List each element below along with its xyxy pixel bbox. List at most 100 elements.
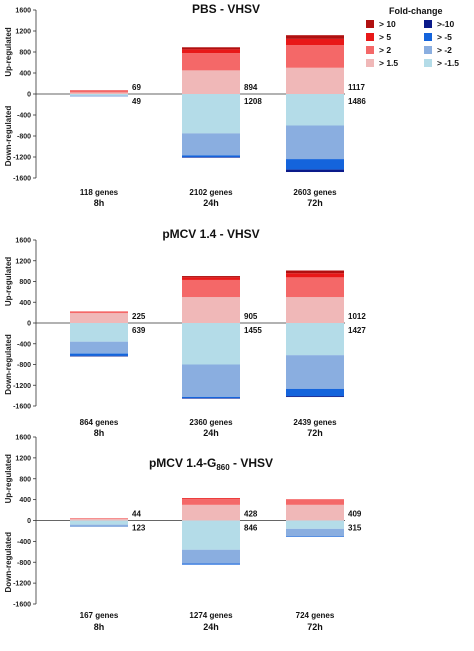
y-label-up: Up-regulated (4, 257, 13, 306)
down-total-label: 315 (348, 524, 362, 533)
chart-panel-0: PBS - VHSV 1600 1200 800 400 0 -400 -800 -1200 -1… (4, 2, 366, 208)
bar-up-segment (182, 277, 240, 280)
down-total-label: 1208 (244, 97, 262, 106)
bar-down-segment (286, 169, 344, 173)
y-tick-label: 400 (19, 71, 31, 78)
legend-swatch-down-1 (424, 33, 432, 41)
bar-down-segment (182, 364, 240, 397)
legend-swatch-up-2 (366, 46, 374, 54)
y-tick-label: -1200 (13, 383, 31, 390)
timepoint-label: 24h (203, 198, 219, 208)
down-total-label: 639 (132, 326, 146, 335)
y-label-down: Down-regulated (4, 334, 13, 395)
gene-count-label: 2102 genes (189, 188, 233, 197)
legend-label-down-2: > -2 (437, 45, 452, 55)
bar-down-segment (286, 355, 344, 389)
bar-down-segment (70, 323, 128, 342)
down-total-label: 846 (244, 524, 258, 533)
gene-count-label: 724 genes (296, 611, 335, 620)
bar-down-segment (70, 524, 128, 527)
down-total-label: 1455 (244, 326, 262, 335)
up-total-label: 44 (132, 510, 141, 519)
charts: PBS - VHSV 1600 1200 800 400 0 -400 -800 -1200 -1… (4, 2, 366, 632)
down-total-label: 1486 (348, 97, 366, 106)
timepoint-label: 8h (94, 198, 105, 208)
chart-panel-1: pMCV 1.4 - VHSV 1600 1200 800 400 0 -400 -800 -1… (4, 227, 366, 438)
legend-swatch-up-3 (366, 59, 374, 67)
gene-count-label: 1274 genes (189, 611, 233, 620)
bar-down-segment (286, 159, 344, 170)
chart-title: pMCV 1.4 - VHSV (162, 227, 259, 241)
legend-label-up-0: > 10 (379, 19, 396, 29)
bar-down-segment (182, 563, 240, 565)
chart-title-tail: - VHSV (230, 456, 273, 470)
bar-down-segment (70, 95, 128, 97)
bar-down-segment (70, 94, 128, 96)
timepoint-label: 24h (203, 622, 219, 632)
chart-title: PBS - VHSV (192, 2, 260, 16)
down-total-label: 1427 (348, 326, 366, 335)
bar-up-segment (182, 498, 240, 500)
legend-title: Fold-change (389, 6, 443, 16)
legend-label-up-1: > 5 (379, 32, 391, 42)
chart-title-main: pMCV 1.4 - VHSV (162, 227, 259, 241)
y-tick-label: 400 (19, 300, 31, 307)
bar-up-segment (182, 276, 240, 278)
bar-up-segment (70, 90, 128, 93)
y-tick-label: -400 (17, 113, 31, 120)
bar-up-segment (182, 499, 240, 505)
legend-swatch-up-1 (366, 33, 374, 41)
y-tick-label: -1600 (13, 602, 31, 609)
bar-up-segment (286, 38, 344, 46)
gene-count-label: 167 genes (80, 611, 119, 620)
bar-down-segment (182, 323, 240, 365)
bar-down-segment (182, 398, 240, 399)
chart-title-subscript: 860 (216, 463, 230, 472)
y-label-up: Up-regulated (4, 454, 13, 503)
bar-up-segment (286, 270, 344, 274)
bar-down-segment (182, 396, 240, 399)
y-label-down: Down-regulated (4, 532, 13, 593)
y-tick-label: 1200 (15, 455, 31, 462)
legend-label-down-3: > -1.5 (437, 58, 459, 68)
bar-up-segment (182, 47, 240, 50)
timepoint-label: 8h (94, 622, 105, 632)
bar-up-segment (70, 92, 128, 94)
bar-down-segment (286, 396, 344, 398)
bar-down-segment (70, 341, 128, 354)
bar-up-segment (70, 90, 128, 91)
y-tick-label: -1600 (13, 404, 31, 411)
legend-label-up-3: > 1.5 (379, 58, 398, 68)
bar-down-segment (286, 520, 344, 529)
chart-title: pMCV 1.4-G860 - VHSV (149, 456, 273, 472)
down-total-label: 49 (132, 97, 141, 106)
y-tick-label: -800 (17, 362, 31, 369)
timepoint-label: 24h (203, 428, 219, 438)
bar-down-segment (286, 528, 344, 537)
bar-down-segment (182, 549, 240, 564)
y-tick-label: 1600 (15, 435, 31, 442)
timepoint-label: 72h (307, 622, 323, 632)
down-total-label: 123 (132, 524, 146, 533)
y-tick-label: 1600 (15, 8, 31, 15)
y-tick-label: 800 (19, 279, 31, 286)
legend-swatch-down-3 (424, 59, 432, 67)
gene-count-label: 2603 genes (293, 188, 337, 197)
bar-up-segment (286, 67, 344, 94)
y-label-up: Up-regulated (4, 27, 13, 76)
y-tick-label: 1200 (15, 29, 31, 36)
timepoint-label: 8h (94, 428, 105, 438)
up-total-label: 905 (244, 312, 258, 321)
legend-label-down-0: >-10 (437, 19, 455, 29)
timepoint-label: 72h (307, 428, 323, 438)
y-tick-label: 1600 (15, 238, 31, 245)
chart-panel-2: pMCV 1.4-G860 - VHSV 1600 1200 800 400 0 -400 -… (4, 435, 362, 633)
bar-up-segment (286, 297, 344, 323)
legend: Fold-change > 10 > 5 > 2 > 1.5 >-10 > -5 > -2 > … (366, 6, 459, 68)
y-label-down: Down-regulated (4, 106, 13, 167)
timepoint-label: 72h (307, 198, 323, 208)
legend-swatch-down-2 (424, 46, 432, 54)
y-tick-label: 800 (19, 476, 31, 483)
y-tick-label: 0 (27, 321, 31, 328)
